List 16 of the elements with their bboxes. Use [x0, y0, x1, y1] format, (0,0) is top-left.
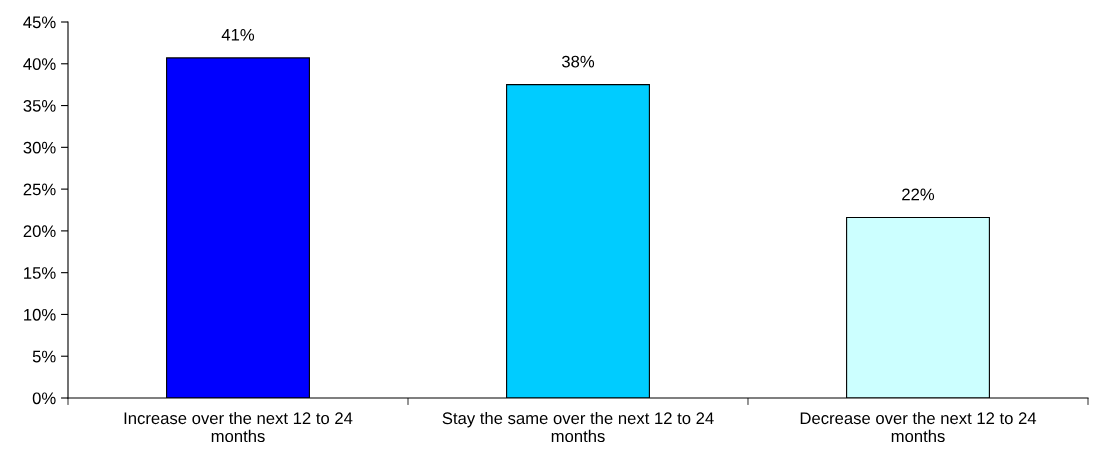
x-tick-label: Decrease over the next 12 to 24 months [800, 411, 1037, 443]
y-tick-label: 20% [23, 225, 56, 238]
y-tick-label: 5% [32, 350, 56, 363]
data-label: 41% [221, 29, 255, 41]
y-tick-label: 40% [23, 58, 56, 70]
y-tick-label: 10% [24, 308, 56, 321]
y-tick-label: 15% [24, 267, 56, 279]
y-tick-label: 45% [23, 16, 56, 29]
x-tick-label: Increase over the next 12 to 24 months [124, 411, 353, 443]
y-tick-label: 35% [23, 99, 56, 112]
y-tick-label: 30% [23, 141, 56, 154]
data-label: 22% [902, 188, 935, 201]
x-tick-label: Stay the same over the next 12 to 24 months [442, 411, 714, 443]
y-tick-label: 0% [32, 392, 56, 405]
data-label: 38% [561, 55, 595, 68]
y-tick-label: 25% [23, 183, 56, 196]
